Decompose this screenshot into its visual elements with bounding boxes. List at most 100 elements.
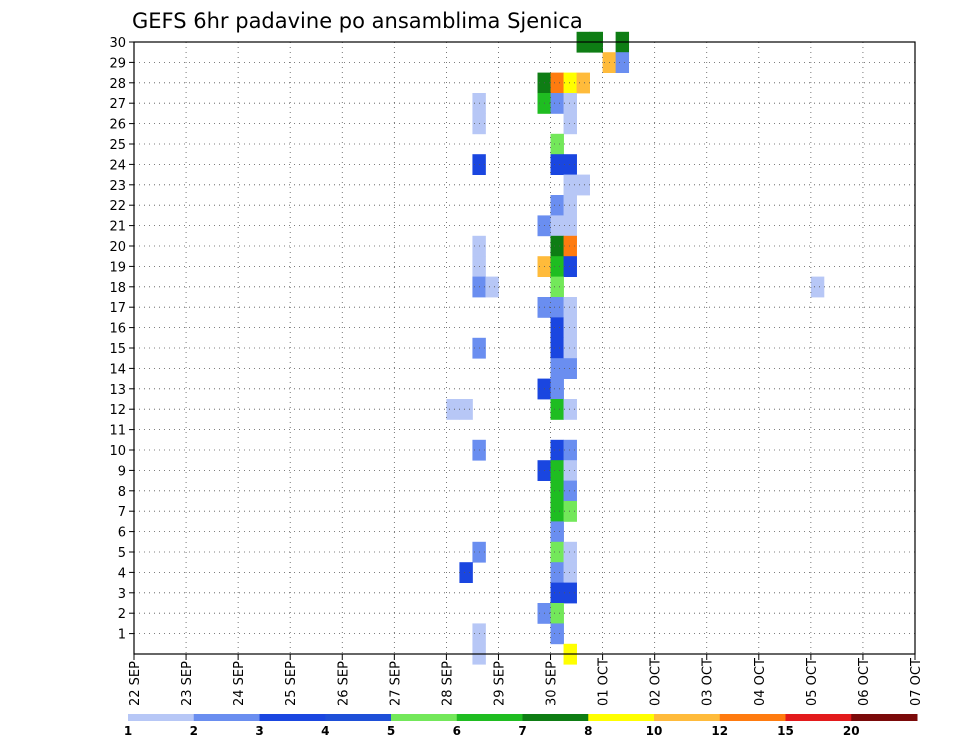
colorbar-swatch bbox=[325, 714, 392, 721]
y-tick-label: 7 bbox=[118, 505, 126, 520]
heatmap-cell bbox=[446, 399, 460, 420]
colorbar-label: 2 bbox=[190, 724, 198, 738]
colorbar-label: 8 bbox=[584, 724, 592, 738]
heatmap-cell bbox=[550, 603, 564, 624]
y-tick-label: 11 bbox=[109, 424, 126, 439]
x-tick-label: 02 OCT bbox=[649, 658, 664, 706]
y-tick-label: 25 bbox=[109, 138, 126, 153]
heatmap-cell bbox=[550, 541, 564, 563]
x-tick-label: 29 SEP bbox=[492, 661, 507, 706]
colorbar-swatch bbox=[193, 714, 260, 721]
heatmap-cell bbox=[563, 297, 577, 318]
heatmap-cell bbox=[563, 582, 577, 604]
y-tick-label: 8 bbox=[118, 485, 126, 500]
heatmap-cell bbox=[563, 72, 577, 94]
heatmap-cell bbox=[550, 562, 564, 583]
heatmap-cell bbox=[550, 521, 564, 543]
heatmap-cell bbox=[563, 215, 577, 237]
y-tick-label: 9 bbox=[118, 464, 126, 479]
heatmap-cell bbox=[563, 358, 577, 379]
y-tick-label: 19 bbox=[109, 260, 126, 275]
heatmap-cell bbox=[550, 93, 564, 114]
colorbar-swatch bbox=[719, 714, 786, 721]
heatmap-cell bbox=[550, 399, 564, 420]
heatmap-cell bbox=[550, 133, 564, 155]
heatmap-cell bbox=[459, 562, 473, 583]
heatmap-cell bbox=[563, 337, 577, 359]
x-tick-label: 04 OCT bbox=[753, 658, 768, 706]
x-tick-label: 06 OCT bbox=[857, 658, 872, 706]
colorbar-label: 12 bbox=[711, 724, 728, 738]
heatmap-cell bbox=[563, 439, 577, 461]
y-tick-label: 2 bbox=[118, 607, 126, 622]
colorbar-swatch bbox=[588, 714, 655, 721]
x-tick-label: 01 OCT bbox=[597, 658, 612, 706]
heatmap-cell bbox=[550, 337, 564, 359]
colorbar-label: 10 bbox=[646, 724, 663, 738]
y-tick-label: 6 bbox=[118, 526, 126, 541]
y-tick-label: 30 bbox=[109, 36, 126, 51]
y-tick-label: 22 bbox=[109, 199, 126, 214]
x-tick-label: 07 OCT bbox=[909, 658, 924, 706]
heatmap-cell bbox=[563, 399, 577, 420]
heatmap-cell bbox=[563, 174, 577, 196]
y-tick-label: 13 bbox=[109, 383, 126, 398]
colorbar-label: 6 bbox=[453, 724, 461, 738]
heatmap-cell bbox=[550, 256, 564, 277]
x-tick-label: 26 SEP bbox=[336, 661, 351, 706]
colorbar-swatch bbox=[654, 714, 721, 721]
heatmap-cell bbox=[459, 399, 473, 420]
heatmap-cell bbox=[563, 501, 577, 522]
heatmap-cell bbox=[550, 501, 564, 522]
chart-title: GEFS 6hr padavine po ansamblima Sjenica bbox=[132, 9, 583, 33]
heatmap-cell bbox=[550, 439, 564, 461]
y-tick-label: 24 bbox=[109, 158, 126, 173]
colorbar-label: 7 bbox=[518, 724, 526, 738]
y-tick-label: 3 bbox=[118, 587, 126, 602]
x-tick-label: 30 SEP bbox=[545, 661, 560, 706]
colorbar-label: 1 bbox=[124, 724, 132, 738]
heatmap-cell bbox=[550, 195, 564, 216]
y-tick-label: 27 bbox=[109, 97, 126, 112]
y-tick-label: 18 bbox=[109, 281, 126, 296]
heatmap-cell bbox=[576, 72, 590, 94]
x-tick-label: 05 OCT bbox=[805, 658, 820, 706]
x-tick-label: 25 SEP bbox=[284, 661, 299, 706]
heatmap-cell bbox=[550, 378, 564, 400]
heatmap-cell bbox=[550, 154, 564, 175]
heatmap-cell bbox=[550, 317, 564, 339]
colorbar-swatch bbox=[456, 714, 523, 721]
colorbar-swatch bbox=[785, 714, 852, 721]
colorbar-label: 15 bbox=[777, 724, 794, 738]
y-tick-label: 15 bbox=[109, 342, 126, 357]
heatmap-cell bbox=[563, 460, 577, 481]
heatmap-cell bbox=[485, 276, 499, 298]
y-tick-label: 12 bbox=[109, 403, 126, 418]
heatmap-cell bbox=[550, 297, 564, 318]
colorbar-label: 4 bbox=[321, 724, 329, 738]
heatmap-cell bbox=[550, 460, 564, 481]
heatmap-cell bbox=[550, 623, 564, 645]
y-tick-label: 21 bbox=[109, 220, 126, 235]
colorbar-swatch bbox=[259, 714, 326, 721]
y-tick-label: 23 bbox=[109, 179, 126, 194]
y-tick-label: 17 bbox=[109, 301, 126, 316]
colorbar-swatch bbox=[128, 714, 195, 721]
x-tick-label: 23 SEP bbox=[180, 661, 195, 706]
y-tick-label: 1 bbox=[118, 628, 126, 643]
y-tick-label: 5 bbox=[118, 546, 126, 561]
heatmap-cell bbox=[563, 480, 577, 502]
heatmap-cell bbox=[563, 541, 577, 563]
heatmap-cell bbox=[563, 317, 577, 339]
y-tick-label: 14 bbox=[109, 362, 126, 377]
x-tick-label: 22 SEP bbox=[128, 661, 143, 706]
heatmap-cell bbox=[563, 235, 577, 257]
colorbar-label: 3 bbox=[255, 724, 263, 738]
heatmap-cell bbox=[550, 480, 564, 502]
heatmap-cell bbox=[563, 93, 577, 114]
x-tick-label: 24 SEP bbox=[232, 661, 247, 706]
heatmap-cell bbox=[563, 154, 577, 175]
x-tick-label: 28 SEP bbox=[440, 661, 455, 706]
